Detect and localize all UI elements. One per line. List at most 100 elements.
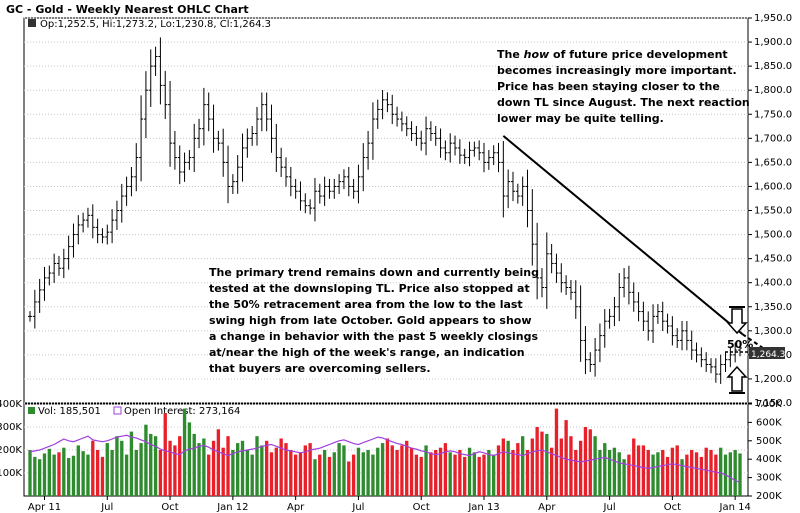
ohlc-bar <box>617 273 622 322</box>
ohlc-bar <box>482 142 487 173</box>
volume-bar <box>612 447 617 496</box>
fifty-percent-marker: 50% <box>725 306 753 394</box>
ohlc-bar <box>153 46 158 76</box>
ohlc-bar <box>670 316 675 346</box>
volume-bar <box>313 459 317 496</box>
volume-bar <box>163 413 167 496</box>
ohlc-bar <box>539 268 544 298</box>
volume-bar <box>265 440 269 496</box>
volume-bar <box>356 447 361 496</box>
ohlc-bar <box>496 142 501 173</box>
price-tick-label: 1,800.0 <box>754 85 792 96</box>
price-tick-label: 1,650.0 <box>754 157 792 168</box>
volume-bar <box>564 420 568 496</box>
ohlc-bar <box>462 148 467 164</box>
ohlc-bar <box>182 152 187 182</box>
volume-bar <box>284 443 288 496</box>
volume-bar <box>593 436 597 496</box>
volume-bar <box>134 450 138 496</box>
volume-bar <box>211 440 216 496</box>
x-tick-label: Oct <box>161 502 178 513</box>
price-tick-label: 1,750.0 <box>754 109 792 120</box>
volume-bar <box>704 447 708 496</box>
ohlc-bar <box>689 330 694 360</box>
volume-bar <box>400 445 404 496</box>
volume-bar <box>409 447 414 496</box>
volume-bar <box>139 443 143 496</box>
ohlc-bar <box>105 224 110 245</box>
ohlc-bar <box>332 178 337 199</box>
volume-bar <box>627 454 631 496</box>
top-note-line: down TL since August. The next reaction <box>497 96 750 109</box>
ohlc-bar <box>564 275 569 296</box>
volume-bar <box>105 443 109 496</box>
volume-bar <box>453 454 457 496</box>
volume-bar <box>738 453 742 496</box>
volume-bar <box>574 450 578 496</box>
volume-bar <box>274 447 278 496</box>
price-ohlc-bars <box>28 37 742 384</box>
volume-bar <box>525 450 530 496</box>
ohlc-bar <box>520 176 525 206</box>
price-gridlines <box>24 17 748 404</box>
volume-bar <box>424 445 428 496</box>
volume-bar <box>182 408 187 496</box>
volume-bar <box>120 440 124 496</box>
volume-bar <box>81 451 85 496</box>
volume-bar <box>192 433 196 496</box>
volume-bar <box>366 450 370 496</box>
x-tick-label: Jan 12 <box>216 502 248 513</box>
volume-bar <box>124 454 129 496</box>
top-note-line: The how of future price development <box>497 48 728 61</box>
ohlc-bar <box>71 223 76 258</box>
volume-bar <box>95 450 100 496</box>
volume-bar <box>342 445 346 496</box>
ohlc-bar <box>525 169 530 228</box>
mid-note-line: tested at the downsloping TL. Price also… <box>209 282 530 295</box>
ohlc-bar <box>52 253 57 283</box>
ohlc-bar <box>651 304 656 343</box>
ohlc-bar <box>28 311 32 322</box>
volume-bar <box>144 424 148 496</box>
volume-bar <box>42 453 47 496</box>
ohlc-bar <box>424 116 429 156</box>
ohlc-bar <box>699 347 704 368</box>
volume-bar <box>327 456 332 496</box>
ohlc-bar <box>187 150 192 170</box>
ohlc-bar <box>573 280 578 319</box>
ohlc-bar <box>163 70 168 120</box>
volume-bar <box>236 443 240 496</box>
price-tick-label: 1,550.0 <box>754 206 792 217</box>
volume-bar <box>86 454 90 496</box>
volume-bar <box>226 436 230 496</box>
ohlc-bar <box>680 320 685 351</box>
ohlc-bar <box>713 358 718 383</box>
ohlc-bar <box>32 289 37 329</box>
volume-bar <box>318 454 322 496</box>
ohlc-bar <box>139 95 144 182</box>
volume-bar <box>71 455 76 496</box>
down-arrow-icon <box>726 308 748 335</box>
ohlc-bar <box>356 164 361 204</box>
ohlc-bar <box>37 278 42 313</box>
volume-bar <box>690 450 694 496</box>
volume-bar <box>269 452 274 496</box>
volume-bar <box>255 436 259 496</box>
ohlc-bar <box>230 174 235 194</box>
oi-tick-label: 700K <box>756 399 782 410</box>
volume-bar <box>641 445 646 496</box>
ohlc-bar <box>448 133 453 163</box>
ohlc-bar <box>361 143 366 192</box>
ohlc-bar <box>47 265 52 286</box>
oi-legend-swatch <box>113 406 122 415</box>
top-note-line: becomes increasingly more important. <box>497 64 737 77</box>
volume-bar <box>670 447 675 496</box>
volume-bar <box>173 445 177 496</box>
volume-bar <box>685 454 689 496</box>
price-tick-label: 1,200.0 <box>754 374 792 385</box>
volume-bar <box>52 454 56 496</box>
volume-bar <box>646 450 650 496</box>
volume-bar <box>554 408 559 496</box>
open-interest-line <box>29 434 741 484</box>
x-tick-label: Jul <box>100 502 113 513</box>
